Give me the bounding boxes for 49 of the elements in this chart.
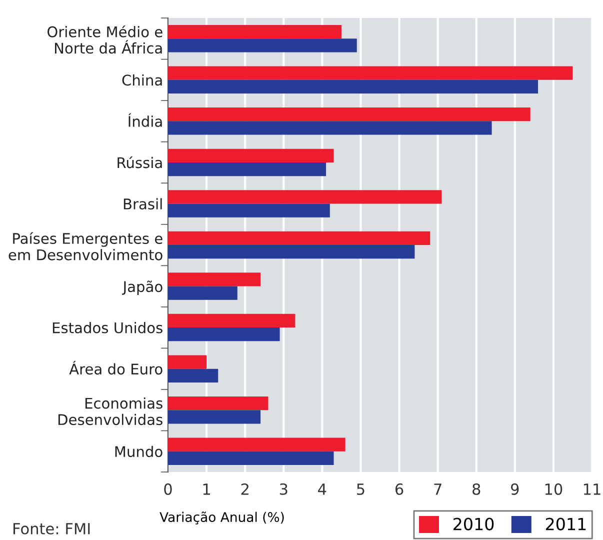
bar — [168, 245, 415, 259]
y-tick-label: Países Emergentes e em Desenvolvimento — [8, 232, 162, 260]
bar — [168, 314, 296, 328]
x-tick-label: 1 — [203, 484, 210, 495]
y-tick-label: Mundo — [115, 446, 162, 458]
bar — [168, 231, 430, 245]
y-tick-label: Economias Desenvolvidas — [58, 397, 162, 426]
x-tick-label: 6 — [395, 483, 404, 495]
bar — [168, 80, 538, 94]
y-tick-label: Japão — [122, 280, 162, 295]
bar — [168, 355, 207, 369]
bar — [168, 38, 357, 52]
source-note: Fonte: FMI — [14, 523, 90, 534]
y-tick-label: Rússia — [118, 156, 162, 168]
x-axis-title: Variação Anual (%) — [160, 512, 284, 524]
bar — [168, 121, 492, 135]
x-tick-label: 4 — [318, 484, 326, 495]
y-tick-label: Área do Euro — [69, 360, 162, 375]
bar — [168, 162, 326, 176]
y-tick-label: Brasil — [124, 198, 162, 210]
x-tick-label: 3 — [280, 483, 288, 495]
bar — [168, 396, 268, 410]
bar — [168, 286, 238, 300]
bar — [168, 328, 280, 342]
x-tick-label: 9 — [511, 483, 519, 495]
x-tick-label: 8 — [472, 483, 480, 495]
bar — [168, 148, 334, 162]
x-tick-label: 11 — [584, 484, 600, 495]
bar — [168, 66, 573, 80]
x-tick-label: 5 — [357, 484, 364, 495]
bar — [168, 451, 334, 465]
bar — [168, 108, 530, 122]
bar — [168, 272, 261, 286]
x-tick-label: 0 — [164, 483, 172, 495]
bar — [168, 190, 442, 204]
bar — [168, 25, 342, 39]
bar — [168, 368, 218, 382]
y-tick-label: China — [122, 74, 162, 86]
legend-label: 2010 — [454, 518, 494, 530]
bar — [168, 204, 330, 218]
x-tick-label: 10 — [545, 483, 562, 495]
x-tick-label: 7 — [434, 484, 442, 495]
bar — [168, 410, 261, 424]
y-tick-label: Índia — [128, 113, 162, 127]
legend-label: 2011 — [546, 518, 586, 530]
bar — [168, 438, 346, 452]
x-tick-label: 2 — [241, 483, 248, 495]
y-tick-label: Estados Unidos — [52, 322, 162, 334]
y-tick-label: Oriente Médio e Norte da África — [47, 25, 162, 54]
